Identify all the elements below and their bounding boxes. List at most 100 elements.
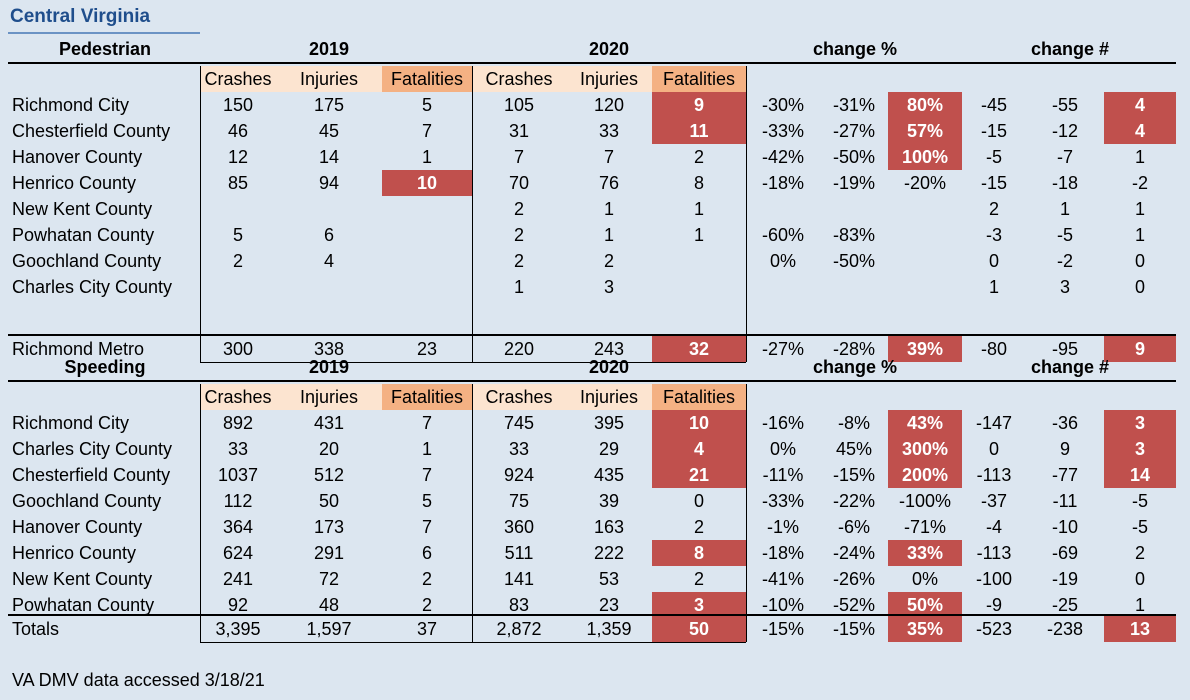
value-cell: 745 <box>503 413 535 433</box>
total-value-cell: 23 <box>416 339 438 359</box>
value-cell: 80% <box>888 92 962 118</box>
subheader-crashes: Crashes <box>472 66 566 92</box>
value-cell: 85 <box>227 173 249 193</box>
value-cell: 4 <box>652 436 746 462</box>
value-cell: 53 <box>598 569 620 589</box>
value-cell <box>382 222 472 248</box>
value-cell: 43% <box>888 410 962 436</box>
value-cell: 5 <box>232 225 243 245</box>
value-cell: 2 <box>988 199 999 219</box>
value-cell: 8 <box>652 540 746 566</box>
value-cell <box>200 274 276 300</box>
value-cell <box>746 196 820 222</box>
year-2020-header: 2020 <box>588 357 630 377</box>
value-cell: 511 <box>504 543 534 563</box>
column-divider <box>746 66 747 362</box>
subheader-crashes: Crashes <box>200 384 276 410</box>
value-cell <box>820 274 888 300</box>
table-row: Richmond City 892 431 7 745 395 10 -16% -8% 43% -1… <box>0 410 1190 436</box>
table-row: Charles City County 1 3 1 3 0 <box>0 274 1190 300</box>
table-row: Charles City County 33 20 1 33 29 4 0% 45% 300% 0 9… <box>0 436 1190 462</box>
value-cell: 7 <box>421 465 432 485</box>
value-cell: 1 <box>1134 595 1145 615</box>
table-row: Chesterfield County 46 45 7 31 33 11 -33% -27% 57… <box>0 118 1190 144</box>
section-label: Speeding <box>64 357 146 377</box>
value-cell: 2 <box>603 251 614 271</box>
subheader-crashes: Crashes <box>200 66 276 92</box>
value-cell: 3 <box>1104 436 1176 462</box>
value-cell: 0% <box>769 251 796 271</box>
value-cell: 14 <box>1104 462 1176 488</box>
total-value-cell: 220 <box>503 339 535 359</box>
total-value-cell: 32 <box>652 336 746 362</box>
value-cell: 76 <box>598 173 620 193</box>
value-cell: 120 <box>593 95 625 115</box>
row-label: Richmond City <box>12 95 130 115</box>
value-cell: 57% <box>888 118 962 144</box>
value-cell <box>888 222 962 248</box>
value-cell: 10 <box>382 170 472 196</box>
value-cell: 31 <box>508 121 530 141</box>
value-cell: 12 <box>227 147 249 167</box>
year-2019-header: 2019 <box>308 39 350 59</box>
total-box-bottom <box>200 362 746 363</box>
value-cell: 100% <box>888 144 962 170</box>
total-box-bottom <box>200 642 746 643</box>
value-cell: -8% <box>837 413 870 433</box>
value-cell: 1 <box>421 147 432 167</box>
value-cell: 6 <box>323 225 334 245</box>
value-cell: 10 <box>652 410 746 436</box>
value-cell: 431 <box>313 413 345 433</box>
total-value-cell: 1,359 <box>586 619 632 639</box>
subheader-row: Crashes Injuries Fatalities Crashes Injuries… <box>0 66 1190 92</box>
value-cell: -5 <box>1131 517 1148 537</box>
change-num-header: change # <box>1030 357 1110 377</box>
value-cell: 3 <box>603 277 614 297</box>
source-note: VA DMV data accessed 3/18/21 <box>12 670 265 690</box>
subheader-injuries: Injuries <box>276 66 382 92</box>
value-cell: 9 <box>652 92 746 118</box>
value-cell: 2 <box>693 569 704 589</box>
section-header-row: Speeding 2019 2020 change % change # <box>0 354 1190 380</box>
value-cell: -42% <box>761 147 805 167</box>
value-cell: -19 <box>1051 569 1078 589</box>
subheader-injuries: Injuries <box>566 384 652 410</box>
total-value-cell: -80 <box>980 339 1007 359</box>
table-row: Goochland County 2 4 2 2 0% -50% 0 -2 0 <box>0 248 1190 274</box>
value-cell: -52% <box>832 595 876 615</box>
value-cell: -37 <box>980 491 1007 511</box>
value-cell: -3 <box>985 225 1002 245</box>
total-value-cell: -238 <box>1046 619 1084 639</box>
total-border-left <box>200 336 201 362</box>
value-cell: 50% <box>888 592 962 618</box>
value-cell: 1 <box>693 199 704 219</box>
value-cell <box>888 274 962 300</box>
value-cell: 1 <box>988 277 999 297</box>
value-cell: 4 <box>1104 118 1176 144</box>
value-cell: 46 <box>227 121 249 141</box>
value-cell <box>382 196 472 222</box>
row-label: Goochland County <box>12 251 162 271</box>
total-value-cell: -28% <box>832 339 876 359</box>
value-cell: 0% <box>911 569 938 589</box>
value-cell: 105 <box>503 95 535 115</box>
value-cell: 2 <box>232 251 243 271</box>
value-cell: -4 <box>985 517 1002 537</box>
value-cell: -69 <box>1051 543 1078 563</box>
value-cell: 1 <box>1134 147 1145 167</box>
subheader-fatalities: Fatalities <box>652 66 746 92</box>
row-label: Hanover County <box>12 147 143 167</box>
row-label: Henrico County <box>12 173 137 193</box>
value-cell: -55 <box>1051 95 1078 115</box>
total-value-cell: 37 <box>416 619 438 639</box>
value-cell: 7 <box>421 121 432 141</box>
value-cell: -12 <box>1051 121 1078 141</box>
total-value-cell: -15% <box>832 619 876 639</box>
value-cell <box>888 196 962 222</box>
row-label: New Kent County <box>12 569 153 589</box>
total-value-cell: 300 <box>222 339 254 359</box>
subheader-fatalities: Fatalities <box>382 66 472 92</box>
subheader-injuries: Injuries <box>276 384 382 410</box>
value-cell: -36 <box>1051 413 1078 433</box>
row-label: Chesterfield County <box>12 121 171 141</box>
